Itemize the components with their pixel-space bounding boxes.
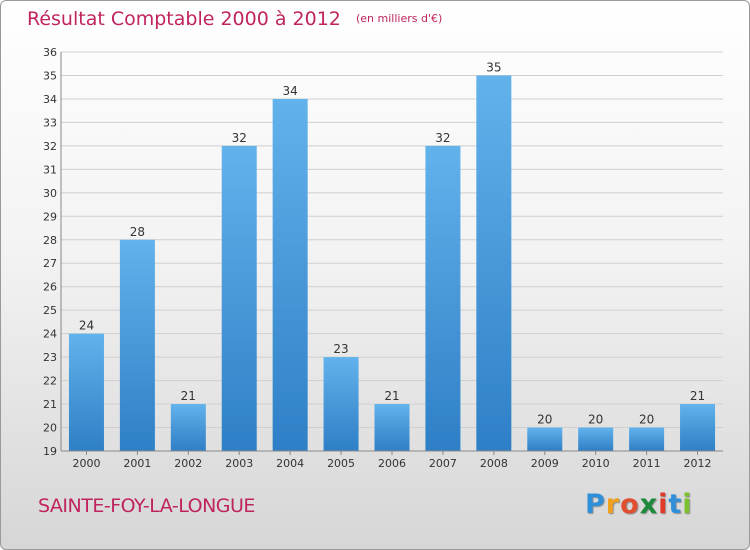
bar-value-label: 23 bbox=[333, 342, 348, 356]
x-tick-label: 2000 bbox=[72, 457, 100, 470]
x-tick-label: 2004 bbox=[276, 457, 304, 470]
bar bbox=[374, 404, 410, 451]
town-name: SAINTE-FOY-LA-LONGUE bbox=[38, 495, 255, 517]
bar bbox=[221, 145, 257, 451]
y-tick-label: 27 bbox=[43, 257, 57, 270]
logo-letter: o bbox=[620, 489, 640, 520]
y-tick-label: 30 bbox=[43, 187, 57, 200]
y-tick-label: 21 bbox=[43, 398, 57, 411]
bar-value-label: 21 bbox=[181, 389, 196, 403]
y-tick-label: 20 bbox=[43, 422, 57, 435]
logo-letter: i bbox=[658, 489, 669, 520]
y-tick-label: 28 bbox=[43, 234, 57, 247]
x-tick-label: 2008 bbox=[480, 457, 508, 470]
bar bbox=[272, 98, 308, 452]
bar bbox=[680, 404, 716, 451]
logo-letter: P bbox=[585, 489, 606, 520]
bar-value-label: 20 bbox=[537, 413, 552, 427]
y-tick-label: 31 bbox=[43, 163, 57, 176]
x-tick-label: 2003 bbox=[225, 457, 253, 470]
x-tick-label: 2002 bbox=[174, 457, 202, 470]
y-tick-label: 35 bbox=[43, 69, 57, 82]
bar-value-label: 24 bbox=[79, 319, 94, 333]
y-tick-label: 26 bbox=[43, 281, 57, 294]
y-tick-label: 29 bbox=[43, 210, 57, 223]
x-tick-label: 2009 bbox=[531, 457, 559, 470]
logo-letter: t bbox=[668, 489, 683, 520]
bar-value-label: 34 bbox=[283, 84, 298, 98]
x-tick-label: 2011 bbox=[633, 457, 661, 470]
y-tick-label: 23 bbox=[43, 351, 57, 364]
bars: 24 28 21 32 34 23 21 32 35 20 20 20 21 bbox=[68, 60, 716, 452]
x-tick-label: 2005 bbox=[327, 457, 355, 470]
bar-value-label: 32 bbox=[435, 131, 450, 145]
x-tick-label: 2012 bbox=[684, 457, 712, 470]
bar bbox=[170, 404, 206, 451]
bar-value-label: 32 bbox=[232, 131, 247, 145]
bar bbox=[119, 239, 155, 451]
bar bbox=[68, 333, 104, 451]
bar-value-label: 20 bbox=[588, 413, 603, 427]
bar bbox=[476, 75, 512, 452]
bar bbox=[425, 145, 461, 451]
chart-title: Résultat Comptable 2000 à 2012 bbox=[27, 8, 341, 30]
x-tick-label: 2001 bbox=[123, 457, 151, 470]
bar bbox=[578, 427, 614, 451]
logo-letter: x bbox=[639, 489, 659, 520]
logo-letter: r bbox=[605, 489, 621, 520]
chart-subtitle: (en milliers d'€) bbox=[355, 12, 443, 25]
bar bbox=[323, 357, 359, 451]
y-tick-label: 22 bbox=[43, 375, 57, 388]
logo-letter: i bbox=[682, 489, 693, 520]
x-tick-label: 2010 bbox=[582, 457, 610, 470]
y-tick-label: 24 bbox=[43, 328, 57, 341]
axes: 19 20 21 22 23 24 25 26 27 28 29 30 31 32 33 34 35 36 2000… bbox=[43, 46, 723, 470]
y-tick-label: 34 bbox=[43, 93, 57, 106]
bar bbox=[527, 427, 563, 451]
x-tick-label: 2007 bbox=[429, 457, 457, 470]
bar-value-label: 35 bbox=[486, 60, 501, 74]
y-tick-label: 36 bbox=[43, 46, 57, 59]
y-tick-label: 25 bbox=[43, 304, 57, 317]
y-tick-label: 32 bbox=[43, 140, 57, 153]
title-row: Résultat Comptable 2000 à 2012 (en milli… bbox=[27, 8, 442, 30]
bar-value-label: 21 bbox=[690, 389, 705, 403]
y-tick-label: 19 bbox=[43, 445, 57, 458]
bar-value-label: 28 bbox=[130, 225, 145, 239]
x-tick-label: 2006 bbox=[378, 457, 406, 470]
bar bbox=[629, 427, 665, 451]
bar-value-label: 21 bbox=[384, 389, 399, 403]
bar-value-label: 20 bbox=[639, 413, 654, 427]
y-tick-label: 33 bbox=[43, 116, 57, 129]
proxiti-logo: Proxiti bbox=[585, 489, 693, 520]
